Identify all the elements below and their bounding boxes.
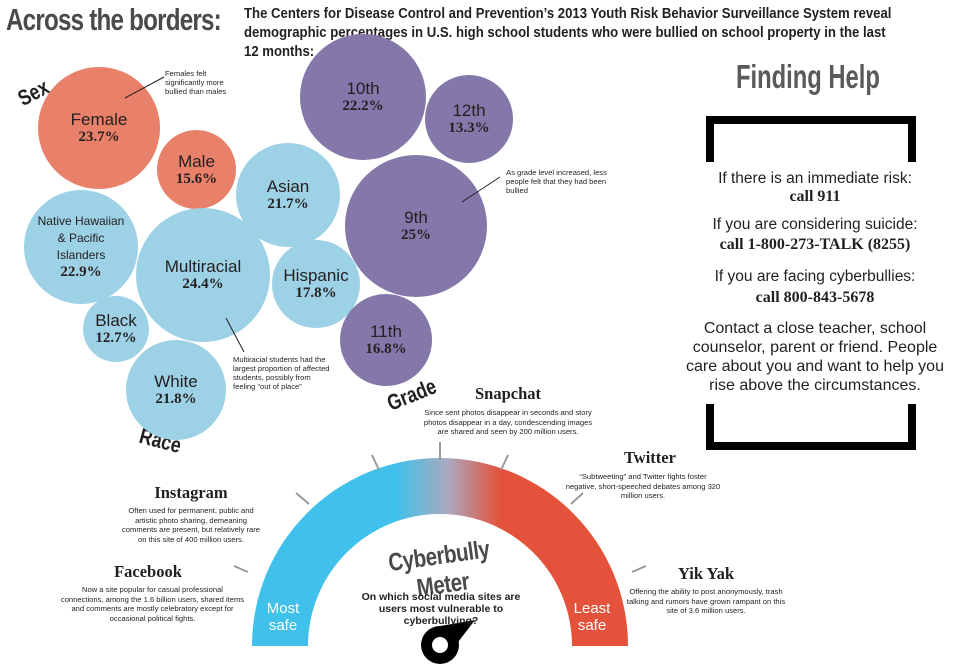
bubble-multiracial-pct: 24.4%: [182, 276, 224, 292]
note-multiracial: Multiracial students had the largest pro…: [233, 355, 330, 391]
bubble-nhpi: Native Hawaiian & Pacific Islanders 22.9…: [24, 190, 138, 304]
site-facebook-desc: Now a site popular for casual profession…: [60, 585, 245, 623]
meter-least-label: Least: [573, 600, 611, 617]
bubble-black-pct: 12.7%: [95, 330, 137, 346]
note-female: Females felt significantly more bullied …: [165, 69, 227, 96]
site-yikyak-desc: Offering the ability to post anonymously…: [626, 587, 786, 615]
bubble-11th-pct: 16.8%: [365, 341, 407, 357]
bubble-11th-name: 11th: [370, 322, 402, 341]
bubble-9th-pct: 25%: [401, 227, 431, 243]
site-snapchat-desc: Since sent photos disappear in seconds a…: [423, 408, 593, 436]
bubble-black-name: Black: [95, 311, 137, 330]
help-suicide-label: If you are considering suicide:: [712, 216, 918, 233]
bubble-10th: 10th 22.2%: [300, 34, 426, 160]
subhead: The Centers for Disease Control and Prev…: [244, 6, 892, 60]
bubble-male: Male 15.6%: [157, 130, 236, 209]
meter-most-label: Most: [266, 600, 300, 617]
bubble-asian: Asian 21.7%: [236, 143, 340, 247]
bubble-hispanic-name: Hispanic: [283, 266, 349, 285]
bubble-female-name: Female: [70, 110, 128, 129]
bubble-asian-name: Asian: [266, 177, 310, 196]
meter-question: On which social media sites are users mo…: [361, 591, 521, 627]
meter-least-safe-label: safe: [577, 617, 607, 634]
help-cyber-number: call 800-843-5678: [755, 289, 875, 306]
site-yikyak-name: Yik Yak: [677, 564, 735, 583]
help-suicide-number: call 1-800-273-TALK (8255): [719, 236, 911, 253]
help-contact: Contact a close teacher, school counselo…: [686, 320, 944, 394]
finding-help-title: Finding Help: [736, 58, 880, 95]
bubble-white: White 21.8%: [126, 340, 226, 440]
help-risk-number: call 911: [789, 188, 841, 205]
bubble-asian-pct: 21.7%: [267, 196, 309, 212]
help-risk-label: If there is an immediate risk:: [718, 170, 912, 187]
note-grade: As grade level increased, less people fe…: [506, 168, 607, 195]
meter-most-safe-label: safe: [268, 617, 298, 634]
bubble-multiracial-name: Multiracial: [164, 257, 242, 276]
bubble-black: Black 12.7%: [83, 296, 149, 362]
bubble-nhpi-name: Native Hawaiian & Pacific Islanders: [37, 214, 125, 262]
bubble-multiracial: Multiracial 24.4%: [136, 208, 270, 342]
bubble-male-name: Male: [178, 151, 215, 171]
headline: Across the borders:: [6, 2, 222, 37]
bubble-12th-pct: 13.3%: [448, 120, 490, 136]
bubble-12th-name: 12th: [452, 101, 486, 120]
site-twitter-name: Twitter: [624, 448, 676, 467]
bubble-hispanic: Hispanic 17.8%: [272, 240, 360, 328]
site-instagram-desc: Often used for permanent, public and art…: [121, 506, 260, 544]
bubble-white-pct: 21.8%: [155, 391, 197, 407]
site-facebook-name: Facebook: [114, 562, 182, 581]
bubble-10th-name: 10th: [346, 79, 380, 98]
meter-needle-icon: [421, 620, 475, 664]
bubble-white-name: White: [154, 372, 198, 391]
bubble-10th-pct: 22.2%: [342, 98, 384, 114]
bracket-top: [706, 116, 916, 162]
meter-most-safe: Most safe: [261, 600, 305, 634]
meter-ticks: [233, 442, 647, 573]
help-cyber-label: If you are facing cyberbullies:: [714, 268, 916, 285]
site-snapchat-name: Snapchat: [474, 384, 542, 403]
bracket-bottom: [706, 404, 916, 450]
bubble-male-pct: 15.6%: [175, 170, 218, 187]
bubble-9th-name: 9th: [404, 208, 428, 227]
meter-arc: [252, 458, 628, 646]
meter-least-safe: Least safe: [568, 600, 616, 634]
bubble-female-pct: 23.7%: [78, 129, 120, 145]
site-twitter-desc: “Subtweeting” and Twitter fights foster …: [565, 472, 721, 500]
bubble-nhpi-pct: 22.9%: [60, 264, 102, 280]
site-instagram-name: Instagram: [154, 483, 228, 502]
bubble-11th: 11th 16.8%: [340, 294, 432, 386]
bubble-12th: 12th 13.3%: [425, 75, 513, 163]
bubble-hispanic-pct: 17.8%: [295, 285, 337, 301]
